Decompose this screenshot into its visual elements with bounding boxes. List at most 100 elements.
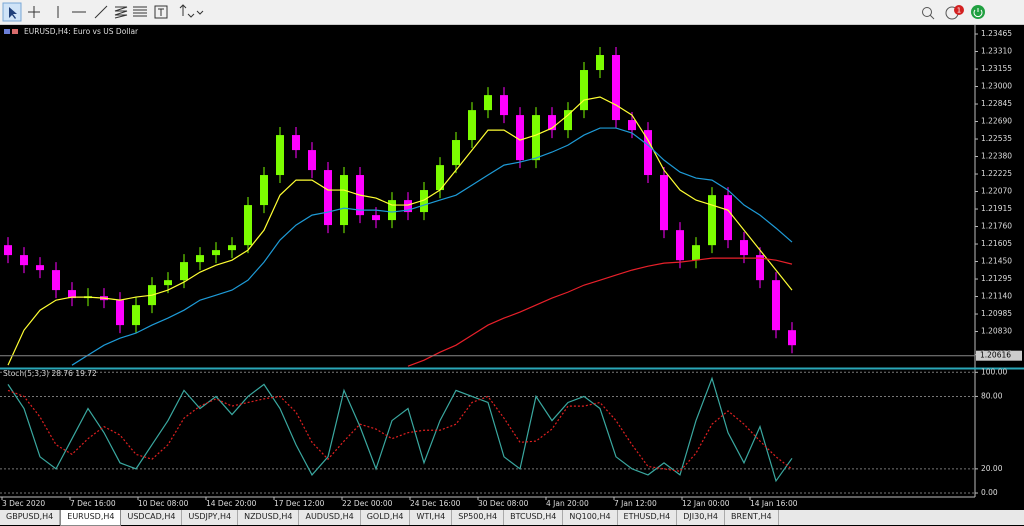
candle-body [596, 55, 604, 71]
y-tick-label: 1.22690 [981, 117, 1012, 126]
candle-body [676, 230, 684, 261]
search-button[interactable] [922, 7, 932, 17]
y-tick-label: 1.23155 [981, 64, 1012, 73]
symbol-tab[interactable]: NQ100,H4 [563, 510, 618, 525]
candle-body [116, 300, 124, 326]
symbol-tab[interactable]: AUDUSD,H4 [299, 510, 361, 525]
candle-body [228, 245, 236, 251]
y-tick-label: 20.00 [981, 464, 1003, 473]
toolbar: 1 [0, 0, 1024, 25]
candle-body [436, 165, 444, 191]
symbol-icon [4, 29, 10, 34]
indicator-line [7, 96, 793, 366]
candle-body [260, 175, 268, 206]
fibo-button[interactable] [133, 6, 147, 17]
candle-body [772, 280, 780, 331]
symbol-tab[interactable]: DJI30,H4 [677, 510, 725, 525]
candle-body [724, 195, 732, 241]
y-tick-label: 0.00 [981, 488, 998, 497]
candle-body [4, 245, 12, 256]
candle-body [756, 255, 764, 281]
candle-body [532, 115, 540, 161]
candle-body [212, 250, 220, 256]
symbol-icon [12, 29, 18, 34]
symbol-tab[interactable]: GBPUSD,H4 [0, 510, 61, 525]
y-tick-label: 1.20985 [981, 309, 1012, 318]
text-icon [158, 8, 164, 16]
candle-body [420, 190, 428, 213]
channel-button[interactable] [114, 6, 128, 19]
arrows-button[interactable] [179, 4, 204, 18]
candle-body [308, 150, 316, 171]
crosshair-button[interactable] [28, 6, 40, 18]
candle-body [660, 175, 668, 231]
symbol-tab[interactable]: BTCUSD,H4 [504, 510, 564, 525]
x-tick-label: 7 Dec 16:00 [70, 499, 116, 508]
notification-badge [954, 5, 964, 15]
trendline-button[interactable] [94, 5, 108, 19]
y-tick-label: 1.23465 [981, 29, 1012, 38]
last-price-label: 1.20616 [980, 351, 1011, 360]
chart-title: EURUSD,H4: Euro vs US Dollar [24, 27, 139, 36]
candle-body [628, 120, 636, 131]
x-tick-label: 4 Jan 20:00 [546, 499, 589, 508]
chart-background [0, 25, 1024, 510]
symbol-tab[interactable]: NZDUSD,H4 [238, 510, 300, 525]
text-button[interactable] [154, 5, 168, 19]
notification-count: 1 [957, 7, 961, 15]
symbol-tab[interactable]: SP500,H4 [452, 510, 505, 525]
candle-body [388, 200, 396, 221]
candle-body [164, 280, 172, 286]
connection-icon [973, 8, 983, 18]
candle-body [692, 245, 700, 261]
candle-body [372, 215, 380, 221]
candle-body [612, 55, 620, 121]
y-tick-label: 1.21295 [981, 274, 1012, 283]
y-tick-label: 1.22535 [981, 134, 1012, 143]
x-tick-label: 7 Jan 12:00 [614, 499, 657, 508]
x-tick-label: 24 Dec 16:00 [410, 499, 461, 508]
symbol-tab[interactable]: EURUSD,H4 [60, 510, 122, 526]
symbol-tab[interactable]: WTI,H4 [410, 510, 453, 525]
chart-window: EURUSD,H4: Euro vs US Dollar Stoch(5,3,3… [0, 25, 1024, 510]
y-tick-label: 1.21140 [981, 292, 1012, 301]
y-tick-label: 1.23000 [981, 82, 1012, 91]
y-tick-label: 1.21915 [981, 204, 1012, 213]
y-tick-label: 1.20830 [981, 327, 1012, 336]
x-tick-label: 17 Dec 12:00 [274, 499, 325, 508]
candle-body [788, 330, 796, 346]
candle-body [196, 255, 204, 263]
symbol-tab[interactable]: USDJPY,H4 [182, 510, 239, 525]
symbol-tab[interactable]: BRENT,H4 [725, 510, 779, 525]
x-tick-label: 12 Jan 00:00 [682, 499, 730, 508]
symbol-tabs: GBPUSD,H4 EURUSD,H4 USDCAD,H4 USDJPY,H4 NZDU… [0, 510, 1024, 526]
indicator-line [407, 257, 793, 367]
candle-body [484, 95, 492, 111]
y-tick-label: 1.21760 [981, 222, 1012, 231]
candle-body [20, 255, 28, 266]
x-tick-label: 22 Dec 00:00 [342, 499, 393, 508]
candle-body [324, 170, 332, 226]
candle-body [516, 115, 524, 161]
candle-body [276, 135, 284, 176]
x-tick-label: 30 Dec 08:00 [478, 499, 529, 508]
x-tick-label: 3 Dec 2020 [2, 499, 45, 508]
search-handle [929, 14, 935, 20]
indicator-line [71, 127, 793, 366]
candle-body [244, 205, 252, 246]
symbol-tab[interactable]: GOLD,H4 [361, 510, 411, 525]
candle-body [52, 270, 60, 291]
indicator-line [7, 376, 793, 483]
candle-body [180, 262, 188, 281]
cursor-icon [9, 7, 17, 19]
x-tick-label: 14 Jan 16:00 [750, 499, 798, 508]
candle-body [644, 130, 652, 176]
symbol-tab[interactable]: USDCAD,H4 [121, 510, 183, 525]
x-tick-label: 14 Dec 20:00 [206, 499, 257, 508]
candle-body [564, 110, 572, 131]
y-tick-label: 80.00 [981, 391, 1003, 400]
symbol-tab[interactable]: ETHUSD,H4 [618, 510, 678, 525]
candle-body [132, 305, 140, 326]
candle-body [36, 265, 44, 271]
